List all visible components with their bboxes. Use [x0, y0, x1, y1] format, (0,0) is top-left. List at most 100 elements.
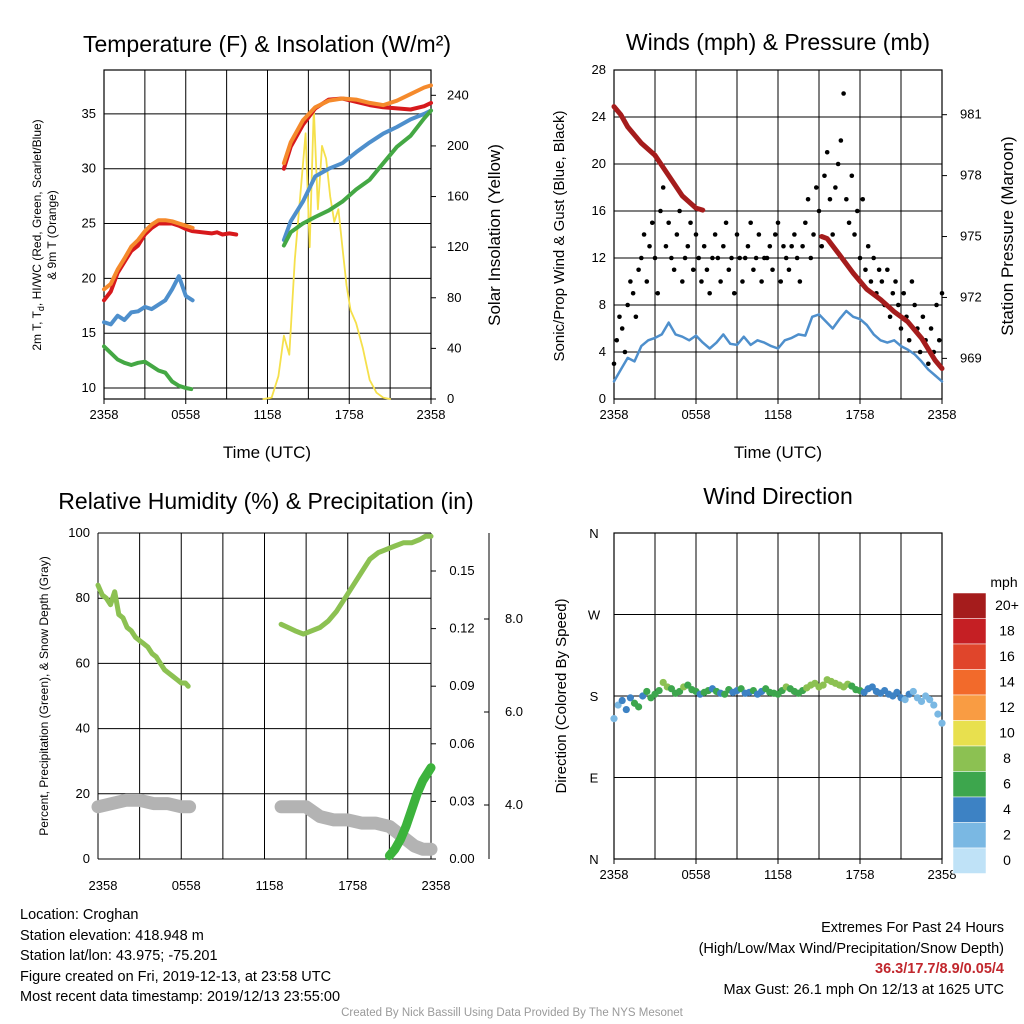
gust-point — [819, 243, 825, 249]
winds-ytick-label: 28 — [592, 62, 606, 77]
direction-xtick-label: 1758 — [846, 867, 875, 882]
gust-point — [871, 255, 876, 261]
gust-point — [803, 220, 808, 226]
direction-ylabel-left: Direction (Colored By Speed) — [553, 598, 570, 793]
direction-point — [934, 710, 942, 718]
gust-point — [614, 337, 620, 343]
gust-point — [649, 220, 655, 226]
winds-xtick-label: 2358 — [600, 407, 629, 422]
temperature-rtick-label: 200 — [447, 138, 469, 153]
direction-ytick-label: E — [590, 771, 599, 786]
legend-label: 2 — [1003, 827, 1011, 843]
winds-xtick-label: 1158 — [764, 407, 792, 422]
gust-point — [865, 243, 871, 249]
humidity-title: Relative Humidity (%) & Precipitation (i… — [58, 488, 473, 514]
temperature-ylabel-left-main: 2m T, T — [30, 310, 44, 350]
snow-tick-label: 6.0 — [505, 704, 523, 719]
legend-label: 6 — [1003, 776, 1011, 792]
gust-point — [652, 255, 658, 261]
location-text: Location: Croghan — [20, 907, 139, 923]
gust-point — [737, 255, 743, 261]
gust-point — [934, 302, 939, 308]
legend-swatch — [952, 847, 987, 874]
gust-point — [835, 161, 841, 167]
winds-rtick-label: 972 — [960, 289, 982, 304]
winds-ytick-label: 20 — [592, 156, 606, 171]
gust-point — [936, 337, 942, 343]
elevation-text: Station elevation: 418.948 m — [20, 927, 204, 944]
direction-point — [930, 701, 938, 709]
gust-point — [885, 267, 890, 273]
gust-point — [926, 361, 931, 367]
gust-point — [740, 279, 745, 284]
gust-point — [745, 243, 751, 249]
series-hiwc — [102, 108, 433, 327]
recent-text: Most recent data timestamp: 2019/12/13 2… — [20, 989, 341, 1005]
legend-swatch — [952, 720, 987, 747]
series-t9m — [102, 83, 433, 292]
direction-ytick-label: N — [589, 852, 598, 867]
gust-point — [663, 243, 669, 249]
gust-point — [868, 279, 874, 284]
gust-point — [846, 220, 852, 226]
snow-tick-label: 4.0 — [505, 797, 523, 812]
gust-point — [628, 279, 633, 284]
humidity-ytick-label: 80 — [76, 590, 90, 605]
gust-point — [696, 255, 702, 261]
gust-point — [838, 138, 844, 143]
gust-point — [898, 326, 904, 331]
direction-point — [618, 696, 626, 705]
gust-point — [824, 149, 830, 155]
temperature-ylabel-left-2: & 9m T (Orange) — [45, 190, 59, 280]
legend-swatch — [952, 669, 987, 696]
gust-point — [778, 279, 784, 284]
gust-point — [775, 220, 781, 226]
gust-point — [786, 267, 792, 273]
temperature-ytick-label: 20 — [82, 270, 96, 285]
series-precip — [384, 763, 436, 861]
gust-point — [660, 185, 666, 190]
gust-point — [912, 302, 917, 308]
temperature-ytick-label: 35 — [82, 106, 96, 121]
temperature-xlabel: Time (UTC) — [223, 443, 311, 462]
gust-point — [682, 255, 688, 261]
gust-point — [920, 314, 926, 320]
temperature-title: Temperature (F) & Insolation (W/m²) — [83, 31, 451, 57]
gust-point — [671, 267, 677, 273]
gust-point — [636, 267, 641, 273]
gust-point — [693, 232, 699, 237]
temperature-ytick-label: 25 — [82, 216, 96, 231]
gust-point — [723, 220, 729, 226]
direction-point — [893, 688, 901, 696]
temperature-ylabel-left-rest: , HI/WC (Red, Green, Scarlet/Blue) — [30, 119, 44, 306]
gust-point — [704, 267, 710, 273]
gust-point — [887, 314, 893, 320]
gust-point — [701, 243, 707, 249]
gust-point — [893, 279, 898, 284]
gust-point — [939, 290, 945, 296]
gust-point — [726, 267, 732, 273]
gust-point — [641, 232, 647, 237]
winds-ytick-label: 24 — [592, 109, 606, 124]
legend-swatch — [952, 643, 987, 670]
winds-xtick-label: 2358 — [928, 407, 957, 422]
gust-point — [789, 243, 794, 249]
temperature-ytick-label: 30 — [82, 161, 96, 176]
gust-point — [917, 349, 923, 355]
gust-point — [674, 232, 680, 237]
winds-ylabel-right: Station Pressure (Maroon) — [998, 136, 1017, 335]
direction-point — [626, 694, 635, 702]
gust-point — [666, 220, 671, 226]
station-info: Location: Croghan Station elevation: 418… — [20, 905, 340, 1008]
gust-point — [731, 290, 737, 296]
gust-point — [770, 267, 775, 273]
humidity-ytick-label: 100 — [68, 525, 90, 540]
gust-point — [827, 196, 833, 202]
gust-point — [756, 232, 762, 237]
gust-point — [622, 349, 628, 355]
gust-point — [822, 173, 827, 179]
gust-point — [690, 267, 696, 273]
humidity-ytick-label: 40 — [76, 721, 90, 736]
gust-point — [849, 173, 855, 179]
